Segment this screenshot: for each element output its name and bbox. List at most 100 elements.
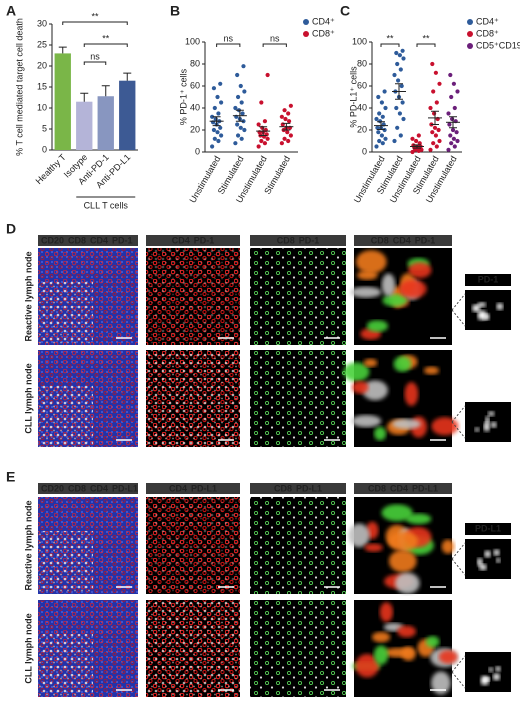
y-tick-label: 10 bbox=[37, 102, 47, 112]
data-point bbox=[410, 136, 415, 141]
y-axis-label: % PD-1⁺ cells bbox=[178, 68, 188, 125]
data-point bbox=[279, 114, 284, 119]
channel-label: CD20 bbox=[41, 483, 64, 493]
data-point bbox=[419, 147, 424, 152]
inset bbox=[465, 539, 511, 579]
blob bbox=[441, 539, 455, 554]
panel-label: B bbox=[170, 3, 180, 19]
error-bar bbox=[101, 85, 110, 97]
bar bbox=[54, 53, 71, 150]
data-point bbox=[383, 105, 388, 111]
data-point bbox=[455, 138, 460, 144]
channel-label: CD8 bbox=[277, 235, 295, 245]
data-point bbox=[451, 136, 456, 141]
data-point bbox=[448, 72, 453, 78]
data-point bbox=[279, 141, 284, 146]
blob bbox=[438, 650, 458, 664]
blob bbox=[488, 411, 495, 417]
sem-bar bbox=[395, 83, 403, 100]
header-bar bbox=[354, 235, 452, 246]
annotation: ns bbox=[270, 33, 280, 43]
callout bbox=[451, 655, 466, 689]
micrograph bbox=[146, 497, 240, 594]
data-point bbox=[433, 70, 438, 75]
data-point bbox=[430, 130, 435, 135]
data-point bbox=[218, 81, 223, 86]
y-tick-label: 100 bbox=[185, 36, 200, 46]
micrograph bbox=[38, 383, 93, 447]
data-point bbox=[392, 72, 397, 78]
blob bbox=[495, 557, 501, 563]
data-point bbox=[398, 67, 403, 72]
panel-label: A bbox=[6, 3, 16, 19]
legend-marker bbox=[467, 31, 473, 37]
data-point bbox=[416, 133, 421, 138]
data-point bbox=[397, 111, 402, 116]
data-point bbox=[288, 103, 293, 108]
blob bbox=[381, 504, 413, 522]
legend-label: CD8⁺ bbox=[312, 28, 335, 38]
micrograph bbox=[250, 248, 346, 345]
annotation: ** bbox=[91, 11, 99, 21]
blob bbox=[355, 654, 380, 678]
data-point bbox=[212, 136, 217, 141]
data-point bbox=[286, 119, 292, 124]
blob bbox=[355, 250, 387, 274]
blob bbox=[477, 557, 483, 567]
blob bbox=[488, 667, 494, 673]
data-point bbox=[242, 89, 247, 94]
micrograph bbox=[250, 350, 346, 447]
blob bbox=[479, 563, 487, 571]
data-point bbox=[434, 100, 439, 105]
annotation: ** bbox=[102, 33, 110, 43]
channel-label: CD8 bbox=[371, 235, 389, 245]
y-axis-label: % T cell mediated target cell death bbox=[14, 18, 24, 156]
data-point bbox=[382, 89, 387, 94]
blob bbox=[477, 302, 487, 308]
data-point bbox=[379, 100, 384, 105]
channel-label: CD8 bbox=[68, 235, 86, 245]
data-point bbox=[282, 108, 287, 113]
blob bbox=[381, 273, 396, 297]
data-point bbox=[376, 94, 381, 100]
y-tick-label: 80 bbox=[190, 58, 200, 68]
micrograph bbox=[250, 497, 346, 594]
blob bbox=[397, 625, 417, 638]
blob bbox=[405, 513, 432, 525]
x-tick-label: Unstimulated bbox=[187, 154, 222, 204]
data-point bbox=[211, 127, 217, 133]
data-point bbox=[242, 127, 247, 133]
y-tick-label: 60 bbox=[190, 80, 200, 90]
y-axis-label: % PD-L1⁺ cells bbox=[348, 66, 358, 128]
annotation: ** bbox=[386, 33, 394, 43]
data-point bbox=[215, 130, 220, 135]
data-point bbox=[431, 141, 436, 146]
channel-label: PD-1 bbox=[415, 235, 436, 245]
blob bbox=[393, 356, 412, 372]
bracket bbox=[83, 43, 128, 47]
data-point bbox=[262, 141, 268, 146]
annotation: ** bbox=[422, 33, 430, 43]
data-point bbox=[431, 89, 436, 94]
header-bar bbox=[38, 235, 138, 246]
bar bbox=[76, 101, 93, 150]
legend-label: CD5⁺CD19⁺ CLL bbox=[476, 40, 520, 50]
y-tick-label: 20 bbox=[37, 60, 47, 70]
channel-label: PD-L1 bbox=[112, 483, 138, 493]
data-point bbox=[428, 147, 433, 152]
data-point bbox=[256, 144, 261, 149]
blob bbox=[423, 366, 440, 375]
channel-label: PD-1 bbox=[194, 235, 215, 245]
micrograph bbox=[250, 600, 346, 697]
data-point bbox=[397, 53, 402, 58]
data-point bbox=[454, 130, 459, 135]
channel-label: CD8 bbox=[274, 483, 292, 493]
channel-label: CD4 bbox=[393, 235, 411, 245]
blob bbox=[395, 572, 420, 594]
data-point bbox=[235, 133, 241, 138]
callout bbox=[451, 405, 466, 439]
data-point bbox=[447, 122, 452, 127]
sem-bar bbox=[449, 116, 457, 129]
y-tick-label: 100 bbox=[352, 36, 367, 46]
data-point bbox=[399, 83, 404, 89]
